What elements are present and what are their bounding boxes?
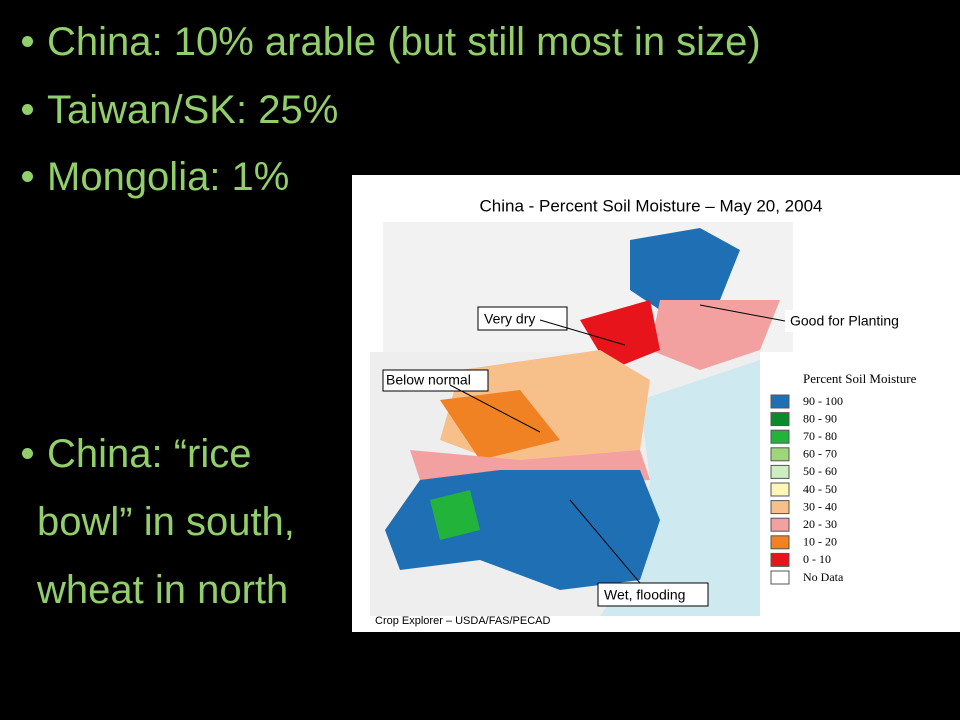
legend-swatch <box>770 412 790 427</box>
annotation-box <box>477 306 568 331</box>
map-region <box>650 300 780 370</box>
legend-label: 60 - 70 <box>803 447 837 461</box>
legend-swatch <box>770 464 790 479</box>
annotation-box <box>597 582 709 607</box>
legend-label: 0 - 10 <box>803 552 831 566</box>
legend-label: 70 - 80 <box>803 429 837 443</box>
annotation-box <box>785 310 925 332</box>
legend-swatch <box>770 500 790 515</box>
legend-label: 50 - 60 <box>803 464 837 478</box>
credit: Crop Explorer – USDA/FAS/PECAD <box>375 615 551 627</box>
bullet-text: Mongolia: 1% <box>47 155 290 199</box>
legend-label: 10 - 20 <box>803 535 837 549</box>
map-title: China - Percent Soil Moisture – May 20, … <box>479 196 822 215</box>
legend-label: 80 - 90 <box>803 411 837 425</box>
bullet-dot <box>22 104 33 115</box>
map-region <box>630 228 740 310</box>
legend-label: 20 - 30 <box>803 517 837 531</box>
annotation-arrow <box>449 384 541 433</box>
annotation: Very dry <box>484 311 535 327</box>
annotation-arrow <box>569 499 641 584</box>
annotation: Good for Planting <box>790 313 899 329</box>
legend-label: No Data <box>803 570 844 584</box>
bullet-dot <box>22 36 33 47</box>
bullet-text: China: 10% arable (but still most in siz… <box>47 20 761 64</box>
legend-label: 30 - 40 <box>803 499 837 513</box>
bullet-dot <box>22 171 33 182</box>
map-region <box>440 390 560 460</box>
legend-panel <box>765 360 960 615</box>
bullet-text: China: “rice <box>47 432 252 476</box>
bullet-text: bowl” in south, <box>37 500 295 544</box>
map-region <box>430 490 480 540</box>
legend-label: 40 - 50 <box>803 482 837 496</box>
annotation: Wet, flooding <box>604 587 685 603</box>
legend-label: 90 - 100 <box>803 394 843 408</box>
legend-swatch <box>770 394 790 409</box>
legend-swatch <box>770 517 790 532</box>
legend-swatch <box>770 570 790 585</box>
legend-title: Percent Soil Moisture <box>803 371 917 386</box>
bullet-dot <box>22 448 33 459</box>
legend-swatch <box>770 429 790 444</box>
annotation-arrow <box>699 304 786 322</box>
annotation-arrow <box>539 319 626 346</box>
annotation: Below normal <box>386 372 471 388</box>
bullet-text: wheat in north <box>37 568 289 612</box>
map-sea <box>600 360 760 616</box>
legend-swatch <box>770 447 790 462</box>
legend-swatch <box>770 535 790 550</box>
legend-swatch <box>770 482 790 497</box>
annotation-box <box>382 369 489 392</box>
legend-swatch <box>770 552 790 567</box>
bullet-text: Taiwan/SK: 25% <box>47 88 339 132</box>
